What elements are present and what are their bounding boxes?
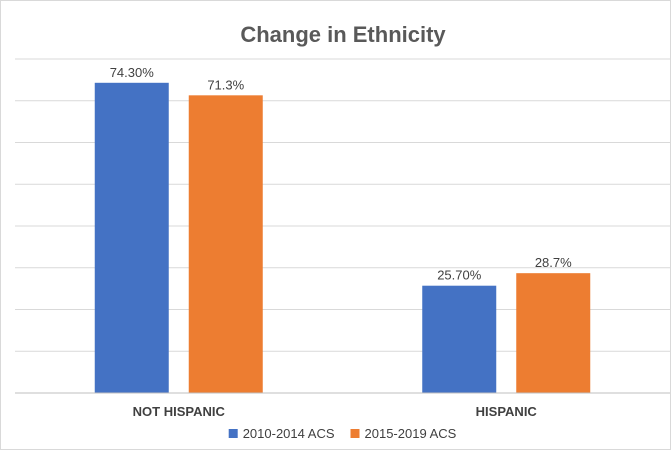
category-label: HISPANIC <box>476 404 538 419</box>
data-label: 71.3% <box>207 77 244 92</box>
legend-swatch <box>350 429 360 438</box>
category-label: NOT HISPANIC <box>133 404 226 419</box>
legend-label: 2015-2019 ACS <box>365 426 457 441</box>
data-label: 25.70% <box>437 268 482 283</box>
legend: 2010-2014 ACS 2015-2019 ACS <box>228 426 457 441</box>
bar-not-hispanic-series-0 <box>94 82 169 394</box>
category-labels: NOT HISPANIC HISPANIC <box>133 404 538 419</box>
legend-swatch <box>228 429 238 438</box>
data-labels: 74.30% 71.3% 25.70% 28.7% <box>110 65 572 283</box>
bar-hispanic-series-0 <box>422 285 497 393</box>
bar-hispanic-series-1 <box>516 273 591 393</box>
bars <box>94 82 591 394</box>
legend-label: 2010-2014 ACS <box>243 426 335 441</box>
bar-not-hispanic-series-1 <box>188 95 263 393</box>
chart-title: Change in Ethnicity <box>240 22 446 47</box>
data-label: 28.7% <box>535 255 572 270</box>
data-label: 74.30% <box>110 65 155 80</box>
